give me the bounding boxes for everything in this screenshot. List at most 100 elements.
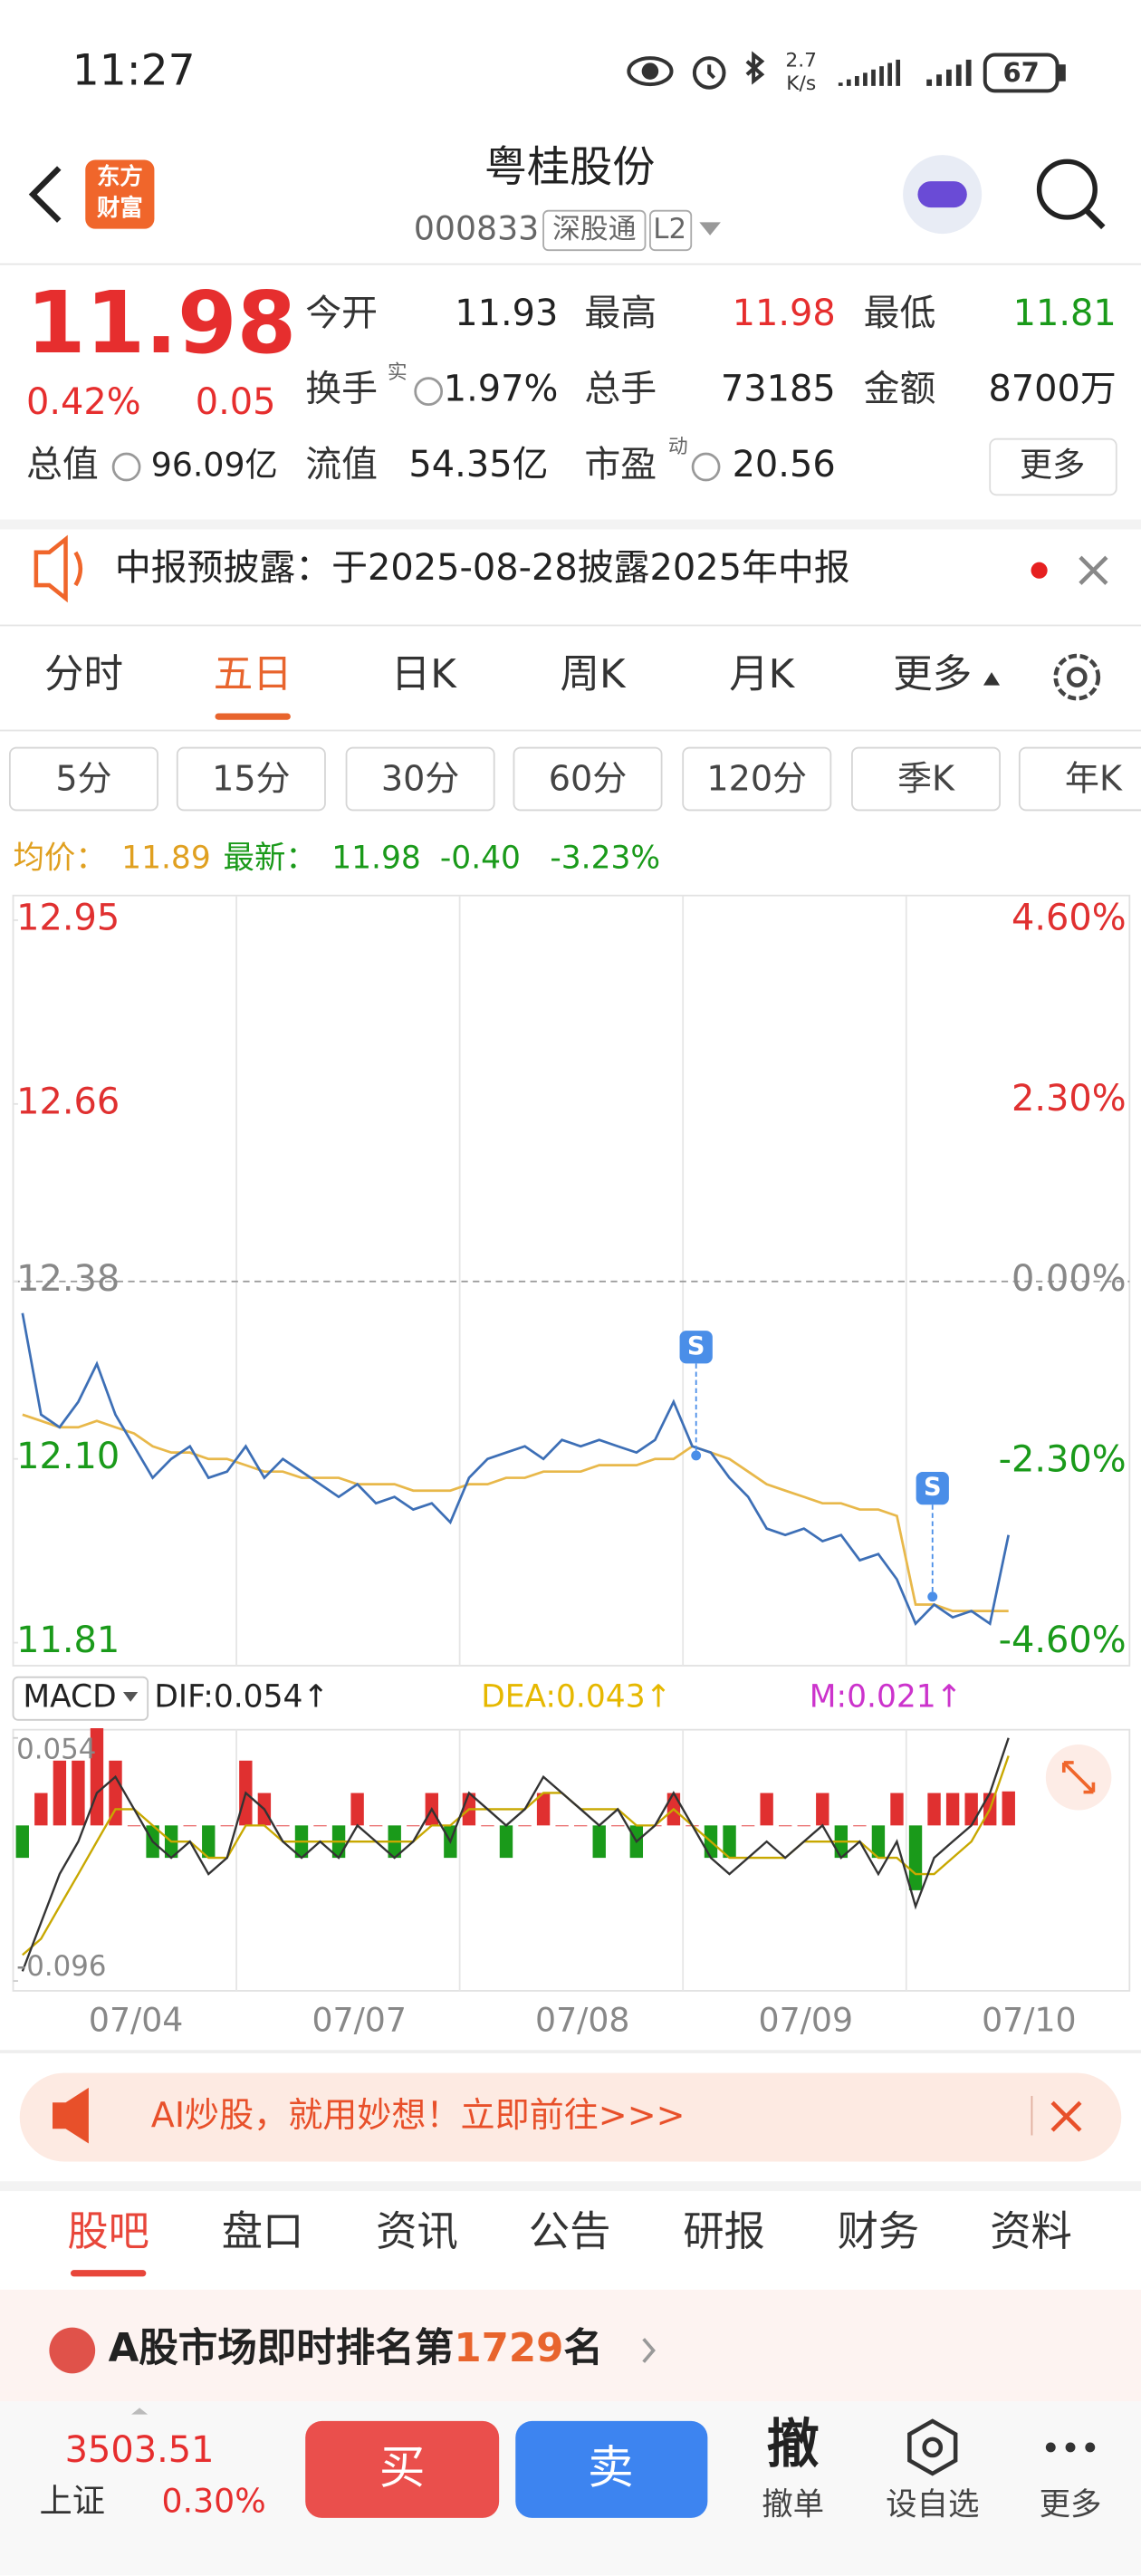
macd-bar [407,1825,420,1827]
section-tab[interactable]: 盘口 [222,2207,304,2255]
macd-legend: DIF:0.054↑ [154,1679,329,1716]
search-icon[interactable] [1036,159,1098,220]
signal-badge[interactable] [679,1331,713,1364]
section-tab[interactable]: 资讯 [376,2207,458,2255]
rank-bar[interactable] [0,2289,1141,2402]
macd-bar [890,1793,904,1826]
section-tab[interactable]: 研报 [683,2207,765,2255]
buy-label[interactable]: 买 [379,2440,426,2494]
divider [0,2181,1141,2192]
chevron [642,2338,656,2363]
close-icon[interactable] [1079,555,1108,585]
interval-tab[interactable]: 季K [897,758,955,798]
macd-selector[interactable] [12,1676,149,1721]
unread-dot [1031,562,1048,579]
info-icon [414,377,444,406]
rank-number: 1729 [454,2325,563,2370]
net-speed: 2.7 [785,50,817,72]
macd-bar [183,1825,197,1827]
period-tab[interactable]: 月K [729,652,795,697]
y-tick-label: 11.81 [16,1620,120,1661]
period-tab[interactable]: 日K [391,652,457,697]
buy-button[interactable] [305,2420,500,2518]
macd-tick-label: 0.054 [16,1734,96,1766]
macd-bar [611,1825,625,1827]
interval-button[interactable] [1018,746,1141,812]
dropdown-arrow[interactable] [699,222,721,235]
banner-text[interactable]: AI炒股，就用妙想！立即前往>>> [151,2095,686,2135]
interval-tab[interactable]: 15分 [212,758,291,798]
logo-text: 东方 [97,162,143,189]
section-tab[interactable]: 资料 [990,2207,1072,2255]
field-value: 1.97% [444,369,559,410]
macd-bar [945,1793,960,1826]
y2-tick-label: -2.30% [999,1439,1127,1481]
latest-label: 最新： [224,840,317,876]
period-tab[interactable]: 周K [560,652,626,697]
watch-core [922,2437,944,2458]
field-label: 今开 [305,293,378,334]
dea-line [22,1755,1010,1956]
macd-legend: M:0.021↑ [810,1679,963,1716]
watch-icon[interactable] [907,2418,958,2476]
banner[interactable] [19,2072,1122,2162]
field-value: 96.09亿 [151,446,278,485]
interval-tab[interactable]: 年K [1065,758,1123,798]
interval-button[interactable] [682,746,832,812]
macd-tick-label: -0.096 [16,1950,106,1983]
interval-button[interactable] [176,746,326,812]
interval-button[interactable] [8,746,158,812]
rank-text[interactable]: A股市场即时排名第1729名 [109,2325,603,2370]
field-label: 市盈 [584,444,657,485]
info-icon [691,452,721,482]
tab-underline [215,713,291,720]
interval-tab[interactable]: 30分 [381,758,459,798]
macd-bar [1002,1791,1015,1826]
macd-bar [220,1825,234,1827]
more-button[interactable] [989,437,1117,496]
more-label[interactable]: 更多 [1040,2487,1102,2523]
signal-label: S [924,1474,942,1502]
period-tab[interactable]: 五日 [214,652,292,697]
divider [0,2050,1141,2053]
logo[interactable] [85,159,155,229]
signal-badge[interactable] [916,1472,949,1505]
field-value: 8700万 [988,369,1116,410]
interval-tab[interactable]: 120分 [706,758,807,798]
period-tab[interactable]: 更多 [893,652,972,697]
watch-label[interactable]: 设自选 [886,2487,979,2523]
clock: 11:27 [72,45,196,95]
macd-bar [518,1825,532,1827]
robot-face [917,181,967,208]
interval-tab[interactable]: 60分 [549,758,628,798]
interval-tab[interactable]: 5分 [55,758,111,798]
sell-label[interactable]: 卖 [588,2440,634,2494]
sell-button[interactable] [515,2420,708,2518]
macd-frame [12,1728,1131,1992]
macd-bar [536,1793,551,1826]
macd-bar [369,1825,383,1827]
x-tick-label: 07/07 [312,2000,406,2039]
divider [0,263,1141,265]
x-tick-label: 07/04 [89,2000,183,2039]
cancel-icon[interactable]: 撤 [767,2413,820,2475]
interval-button[interactable] [513,746,663,812]
section-tab[interactable]: 公告 [529,2207,611,2255]
latest: 11.98 [331,840,421,876]
macd-bar [127,1825,141,1827]
more[interactable]: 更多 [1020,446,1086,485]
more-icon[interactable] [1045,2442,1096,2453]
section-tab[interactable]: 财务 [838,2207,920,2255]
section-underline [70,2270,147,2277]
notice[interactable]: 中报预披露：于2025-08-28披露2025年中报 [115,547,850,589]
settings-icon[interactable] [1053,653,1101,701]
period-tab[interactable]: 分时 [44,652,123,697]
banner-close[interactable] [1050,2100,1082,2132]
index-pct: 0.30% [162,2482,266,2521]
section-tab[interactable]: 股吧 [67,2207,149,2255]
back-icon[interactable] [28,166,62,223]
interval-button[interactable] [851,746,1001,812]
cancel-label[interactable]: 撤单 [762,2487,824,2523]
interval-button[interactable] [345,746,495,812]
